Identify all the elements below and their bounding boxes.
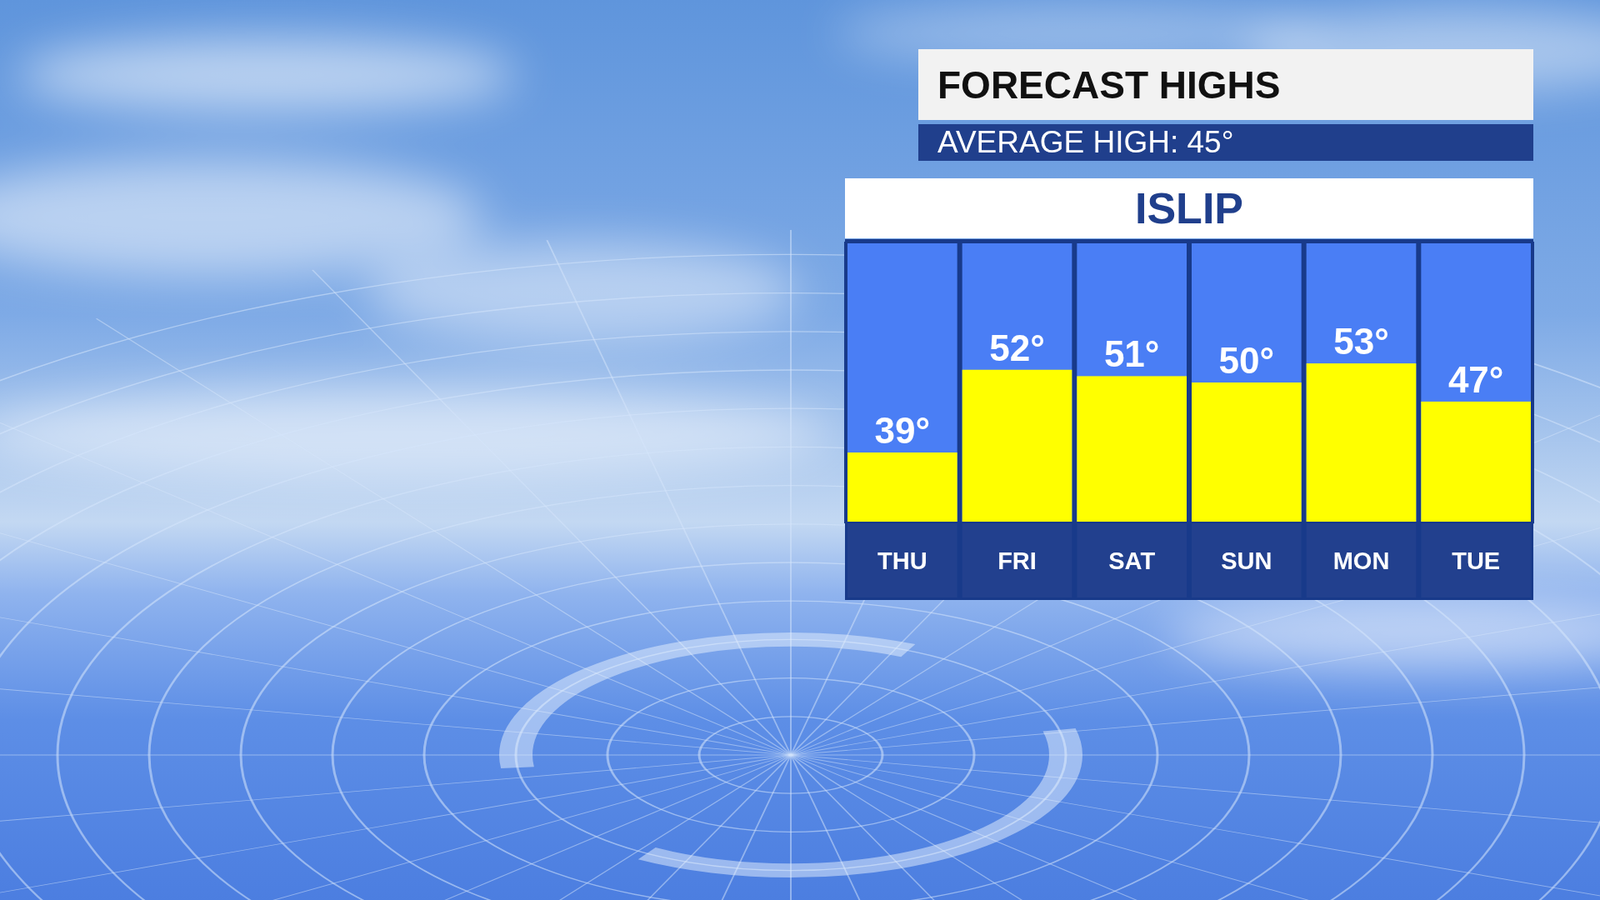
- radar-spoke: [790, 755, 1485, 900]
- cloud: [16, 37, 517, 113]
- radar-ring: [0, 331, 1600, 900]
- column-bg: [847, 242, 958, 523]
- x-axis: THU FRI SAT SUN MON TUE: [845, 523, 1535, 575]
- bar: [1420, 401, 1531, 523]
- bar: [847, 452, 958, 523]
- x-tick-label: THU: [877, 547, 928, 575]
- label-cell: [1191, 522, 1302, 598]
- x-tick-label: FRI: [997, 547, 1037, 575]
- radar-spoke: [790, 755, 1600, 756]
- data-label: 47°: [1448, 359, 1505, 400]
- bar: [1076, 375, 1187, 523]
- subtitle-box: AVERAGE HIGH: 45°: [918, 124, 1534, 161]
- radar-ring: [0, 293, 1600, 900]
- label-cell: [1306, 522, 1417, 598]
- chart-root: FORECAST HIGHS AVERAGE HIGH: 45° ISLIP 39° 5…: [0, 0, 1600, 900]
- column-bg: [1420, 242, 1531, 523]
- x-tick: TUE: [1451, 547, 1500, 575]
- cloud: [0, 387, 834, 480]
- bars: [847, 363, 1531, 523]
- x-tick-label: MON: [1333, 547, 1390, 575]
- radar-spoke: [312, 270, 791, 755]
- radar-spoke: [0, 755, 791, 900]
- subtitle-bg: [918, 124, 1534, 161]
- radar: [0, 230, 1600, 900]
- bar: [1306, 363, 1417, 523]
- radar-spoke: [790, 755, 1270, 900]
- radar-ring: [0, 254, 1600, 900]
- radar-spoke: [0, 652, 791, 755]
- x-tick-label: SAT: [1108, 547, 1155, 575]
- data-labels: 39° 52° 51° 50° 53° 47°: [875, 320, 1505, 451]
- x-tick: THU: [877, 547, 928, 575]
- data-label: 50°: [1219, 340, 1275, 381]
- radar-spoke: [790, 755, 792, 900]
- bar: [962, 370, 1073, 523]
- x-axis-line: [845, 522, 1535, 525]
- radar-spoke: [0, 755, 791, 900]
- radar-spoke: [0, 384, 791, 755]
- columns: [847, 242, 1531, 598]
- panel-title-bg: [845, 178, 1534, 239]
- bar: [1191, 382, 1302, 523]
- x-tick: MON: [1333, 547, 1390, 575]
- title-box: FORECAST HIGHS: [918, 49, 1534, 120]
- subtitle: AVERAGE HIGH: 45°: [937, 125, 1234, 160]
- radar-spoke: [312, 755, 791, 900]
- x-tick-label: TUE: [1451, 547, 1500, 575]
- data-label: 53°: [1333, 320, 1390, 362]
- radar-spoke: [96, 755, 791, 900]
- cloud: [366, 241, 800, 342]
- data-label: 39°: [875, 410, 931, 451]
- radar-spoke: [790, 230, 792, 755]
- radar-spoke: [0, 755, 791, 858]
- x-tick: FRI: [997, 547, 1037, 575]
- x-tick: SAT: [1108, 547, 1155, 575]
- column-bg: [1306, 242, 1417, 523]
- radar-spoke: [0, 755, 791, 900]
- column-bg: [1191, 242, 1302, 523]
- label-cell: [1076, 522, 1187, 598]
- data-label: 51°: [1104, 333, 1160, 375]
- x-tick-label: SUN: [1220, 547, 1272, 575]
- column-bg: [962, 242, 1073, 523]
- cloud: [1166, 600, 1600, 667]
- radar-spoke: [0, 755, 791, 756]
- label-cell: [962, 522, 1073, 598]
- radar-arc: [515, 639, 1066, 870]
- data-label: 52°: [989, 327, 1045, 369]
- label-cell: [847, 522, 958, 598]
- title-bg: [918, 49, 1534, 120]
- panel-title-box: ISLIP: [845, 178, 1534, 239]
- plot-frame: [845, 242, 1534, 523]
- clouds: [0, 4, 1600, 667]
- column-bg: [1076, 242, 1187, 523]
- title: FORECAST HIGHS: [937, 63, 1280, 107]
- panel-title: ISLIP: [1135, 184, 1244, 233]
- cloud: [0, 158, 484, 275]
- x-tick: SUN: [1220, 547, 1272, 575]
- label-cell: [1420, 522, 1531, 598]
- radar-spoke: [790, 652, 1600, 755]
- panel-bg: [845, 239, 1534, 600]
